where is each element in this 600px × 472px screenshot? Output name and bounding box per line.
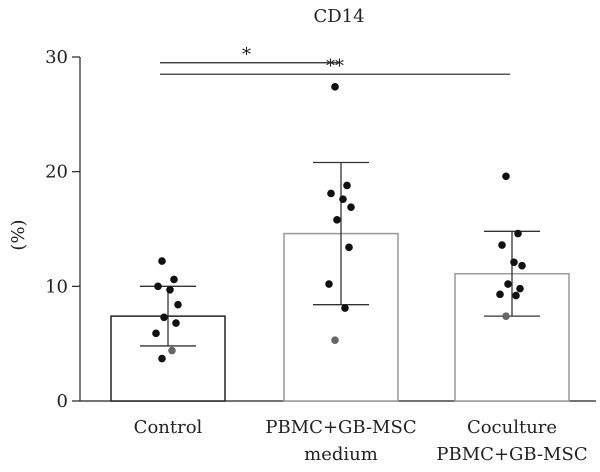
y-tick-label-2: 20 <box>45 162 68 183</box>
y-tick-label-1: 10 <box>45 276 68 297</box>
x-tick-label-2-0: Coculture <box>467 417 557 438</box>
significance-label-1: ** <box>326 56 344 77</box>
data-point-1-6 <box>345 243 353 252</box>
data-point-1-8 <box>341 304 349 312</box>
data-point-1-3 <box>339 195 347 203</box>
y-tick-label-3: 30 <box>45 47 68 68</box>
data-point-2-0 <box>502 172 510 181</box>
data-point-1-4 <box>347 203 355 212</box>
y-tick-label-0: 0 <box>57 391 68 412</box>
y-axis-label: (%) <box>8 219 29 250</box>
data-point-2-9 <box>502 312 510 320</box>
x-tick-label-1-0: PBMC+GB-MSC <box>265 417 416 438</box>
data-point-0-0 <box>158 257 166 265</box>
data-point-1-2 <box>327 189 335 198</box>
data-point-0-7 <box>152 329 160 338</box>
data-point-0-9 <box>158 354 166 363</box>
data-point-0-6 <box>172 319 180 327</box>
x-tick-label-2-1: PBMC+GB-MSC <box>436 444 587 465</box>
data-point-1-1 <box>343 181 351 190</box>
data-point-2-6 <box>516 284 524 293</box>
data-point-0-2 <box>154 282 162 291</box>
significance-label-0: * <box>242 45 251 66</box>
chart-marks: 0 10 20 30 Control PBMC+GB-MSC medium Coculture… <box>45 45 588 465</box>
chart-title: CD14 <box>313 6 364 27</box>
data-point-0-8 <box>168 346 176 355</box>
data-point-2-5 <box>504 280 512 288</box>
data-point-0-4 <box>174 300 182 309</box>
data-point-2-1 <box>514 229 522 238</box>
data-point-0-3 <box>166 285 174 294</box>
data-point-2-4 <box>518 261 526 270</box>
data-point-1-9 <box>331 336 339 345</box>
data-point-0-5 <box>160 313 168 322</box>
data-point-1-0 <box>331 83 339 91</box>
data-point-0-1 <box>170 275 178 284</box>
x-tick-label-0-0: Control <box>134 417 203 438</box>
data-point-2-7 <box>496 290 504 299</box>
data-point-1-5 <box>333 216 341 224</box>
data-point-2-2 <box>498 241 506 249</box>
data-point-1-7 <box>325 280 333 288</box>
data-point-2-3 <box>510 258 518 267</box>
x-tick-label-1-1: medium <box>304 444 378 465</box>
data-point-2-8 <box>512 291 520 300</box>
